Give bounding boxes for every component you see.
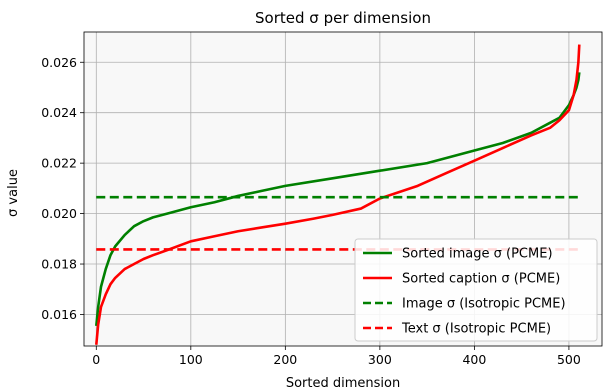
x-tick-label: 500 (557, 352, 581, 367)
x-tick-label: 300 (368, 352, 392, 367)
series-layer (94, 44, 581, 345)
y-tick-label: 0.024 (41, 105, 77, 120)
x-tick-label: 400 (462, 352, 486, 367)
x-tick-label: 100 (179, 352, 203, 367)
axis-ticks: 0 100 200 300 400 500 0.016 0.018 0.020 0.022 0.02… (41, 55, 581, 367)
x-axis-label: Sorted dimension (286, 376, 400, 391)
plot-frame (83, 31, 603, 347)
legend-label-2: Image σ (Isotropic PCME) (402, 297, 566, 312)
y-axis-label: σ value (6, 169, 21, 217)
series-line-1 (94, 44, 581, 345)
y-tick-label: 0.020 (41, 206, 77, 221)
y-tick-label: 0.022 (41, 156, 77, 171)
chart-title: Sorted σ per dimension (255, 9, 431, 27)
legend-label-1: Sorted caption σ (PCME) (402, 272, 560, 287)
y-tick-label: 0.018 (41, 257, 77, 272)
legend-box (354, 238, 598, 342)
x-tick-label: 200 (273, 352, 297, 367)
x-tick-label: 0 (92, 352, 100, 367)
y-tick-label: 0.016 (41, 307, 77, 322)
legend-label-3: Text σ (Isotropic PCME) (401, 322, 551, 337)
legend: Sorted image σ (PCME) Sorted caption σ (P… (354, 238, 598, 342)
y-tick-label: 0.026 (41, 55, 77, 70)
legend-label-0: Sorted image σ (PCME) (402, 247, 553, 262)
